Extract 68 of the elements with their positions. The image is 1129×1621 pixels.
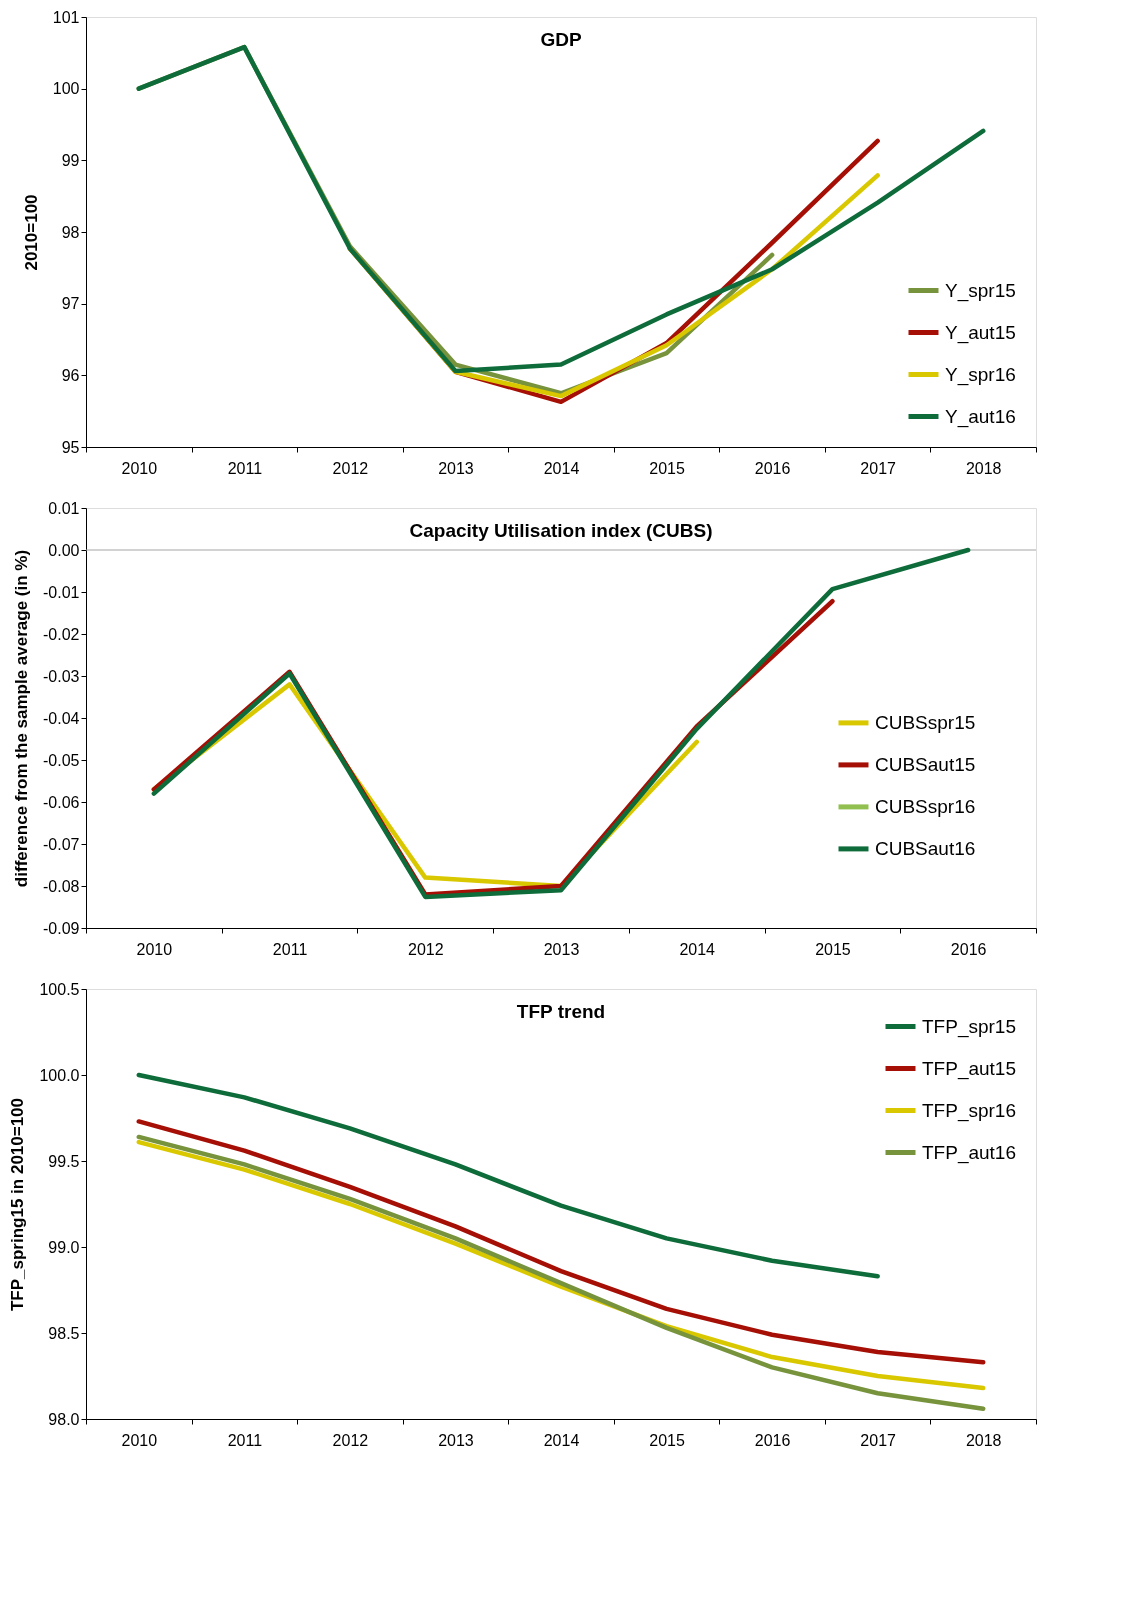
y-tick-label: -0.05: [43, 751, 80, 769]
x-tick-label: 2014: [543, 459, 580, 477]
y-tick-label: -0.03: [43, 667, 80, 685]
legend-label: Y_spr15: [945, 279, 1016, 302]
legend-label: TFP_aut16: [922, 1141, 1016, 1164]
y-tick-label: -0.06: [43, 793, 80, 811]
y-tick-label: 98.5: [48, 1324, 80, 1342]
text: Capacity Utilisation index (CUBS): [409, 520, 713, 541]
y-tick-label: -0.02: [43, 625, 80, 643]
x-tick-label: 2011: [272, 940, 308, 958]
y-tick-label: 99.0: [48, 1238, 80, 1256]
legend-label: Y_aut16: [945, 405, 1016, 428]
y-tick-label: 97: [61, 295, 80, 313]
line-series: [136, 1072, 880, 1279]
legend-label: TFP_spr15: [922, 1015, 1016, 1038]
x-tick-label: 2018: [965, 1431, 1002, 1449]
y-tick-label: 101: [52, 8, 80, 26]
x-tick-label: 2012: [407, 940, 444, 958]
y-tick-label: 98.0: [48, 1410, 80, 1428]
x-tick-label: 2013: [438, 1431, 474, 1449]
x-tick-label: 2016: [950, 940, 987, 958]
y-tick-label: 96: [61, 366, 80, 384]
x-tick-label: 2013: [543, 940, 580, 958]
x-tick-label: 2012: [332, 459, 369, 477]
y-tick-label: 0.00: [48, 541, 80, 559]
text: TFP trend: [516, 1001, 606, 1022]
x-tick-label: 2015: [649, 459, 685, 477]
y-tick-label: -0.09: [43, 919, 80, 937]
y-tick-label: -0.07: [43, 835, 80, 853]
y-tick-label: -0.08: [43, 877, 80, 895]
legend-label: TFP_spr16: [922, 1099, 1016, 1122]
y-tick-label: 99.5: [48, 1152, 80, 1170]
x-tick-label: 2010: [136, 940, 173, 958]
x-tick-label: 2010: [121, 459, 158, 477]
x-tick-label: 2014: [543, 1431, 580, 1449]
legend-label: CUBSspr15: [875, 711, 976, 733]
y-tick-label: 98: [61, 223, 80, 241]
y-tick-label: 100.0: [39, 1066, 80, 1084]
x-tick-label: 2018: [965, 459, 1002, 477]
x-tick-label: 2015: [815, 940, 851, 958]
y-tick-label: -0.04: [43, 709, 80, 727]
x-tick-label: 2016: [754, 1431, 791, 1449]
y-tick-label: -0.01: [43, 583, 80, 601]
y-tick-label: 0.01: [48, 499, 80, 517]
x-tick-label: 2016: [754, 459, 791, 477]
text: GDP: [540, 29, 582, 50]
y-tick-label: 100: [52, 80, 80, 98]
x-tick-label: 2012: [332, 1431, 369, 1449]
legend-label: CUBSspr16: [875, 795, 976, 817]
legend-label: CUBSaut16: [875, 837, 976, 859]
y-axis-title: 2010=100: [21, 194, 41, 271]
legend-label: TFP_aut15: [922, 1057, 1016, 1080]
x-tick-label: 2014: [679, 940, 716, 958]
x-tick-label: 2015: [649, 1431, 685, 1449]
x-tick-label: 2017: [860, 1431, 897, 1449]
y-tick-label: 95: [61, 438, 80, 456]
legend-label: Y_spr16: [945, 363, 1016, 386]
legend-label: Y_aut15: [945, 321, 1016, 344]
y-axis-title: difference from the sample average (in %): [12, 549, 32, 888]
y-tick-label: 100.5: [39, 980, 80, 998]
x-tick-label: 2010: [121, 1431, 158, 1449]
x-tick-label: 2013: [438, 459, 474, 477]
x-tick-label: 2017: [860, 459, 897, 477]
legend-label: CUBSaut15: [875, 753, 976, 775]
y-tick-label: 99: [61, 151, 80, 169]
y-axis-title: TFP_spring15 in 2010=100: [8, 1097, 28, 1312]
x-tick-label: 2011: [227, 459, 263, 477]
x-tick-label: 2011: [227, 1431, 263, 1449]
